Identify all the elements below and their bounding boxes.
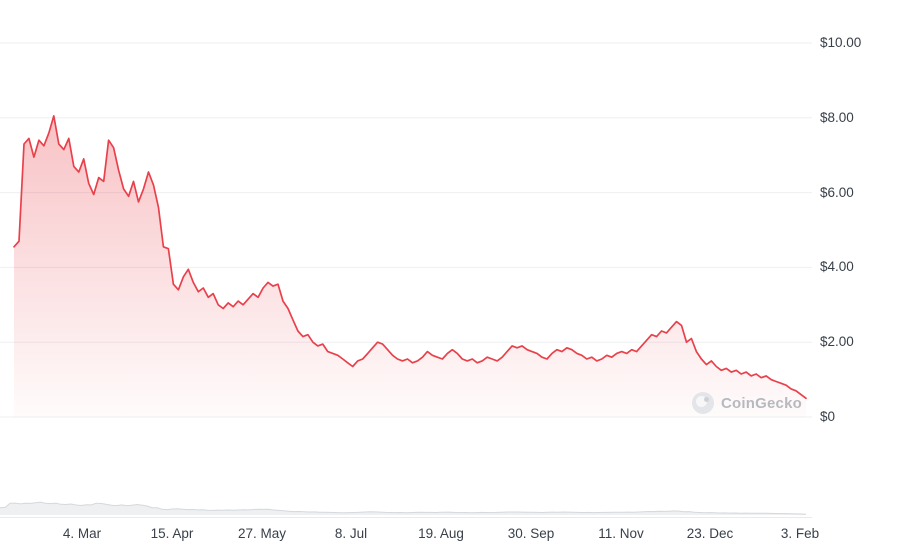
x-axis-label: 11. Nov bbox=[598, 526, 644, 541]
y-axis-label: $0 bbox=[820, 409, 836, 424]
price-chart-plot[interactable] bbox=[0, 0, 812, 430]
y-axis-label: $2.00 bbox=[820, 334, 854, 349]
y-axis-label: $8.00 bbox=[820, 110, 854, 125]
y-axis-label: $10.00 bbox=[820, 35, 862, 50]
x-axis-label: 23. Dec bbox=[686, 526, 734, 541]
x-axis-label: 4. Mar bbox=[62, 526, 102, 541]
x-axis-label: 30. Sep bbox=[507, 526, 555, 541]
y-axis-label: $4.00 bbox=[820, 259, 854, 274]
navigator-line bbox=[0, 501, 807, 515]
range-navigator[interactable] bbox=[0, 496, 812, 516]
x-axis-label: 27. May bbox=[237, 526, 287, 541]
x-axis-label: 8. Jul bbox=[334, 526, 368, 541]
y-axis-label: $6.00 bbox=[820, 185, 854, 200]
x-axis-label: 3. Feb bbox=[780, 526, 820, 541]
x-axis: 4. Mar 15. Apr 27. May 8. Jul 19. Aug 30. Sep… bbox=[0, 524, 819, 546]
navigator-area bbox=[0, 502, 806, 515]
x-axis-label: 15. Apr bbox=[150, 526, 194, 541]
price-line bbox=[13, 115, 807, 400]
x-axis-label: 19. Aug bbox=[418, 526, 464, 541]
y-axis: $10.00 $8.00 $6.00 $4.00 $2.00 $0 bbox=[820, 0, 898, 430]
area-fill bbox=[14, 115, 806, 418]
x-axis-divider bbox=[0, 517, 812, 518]
